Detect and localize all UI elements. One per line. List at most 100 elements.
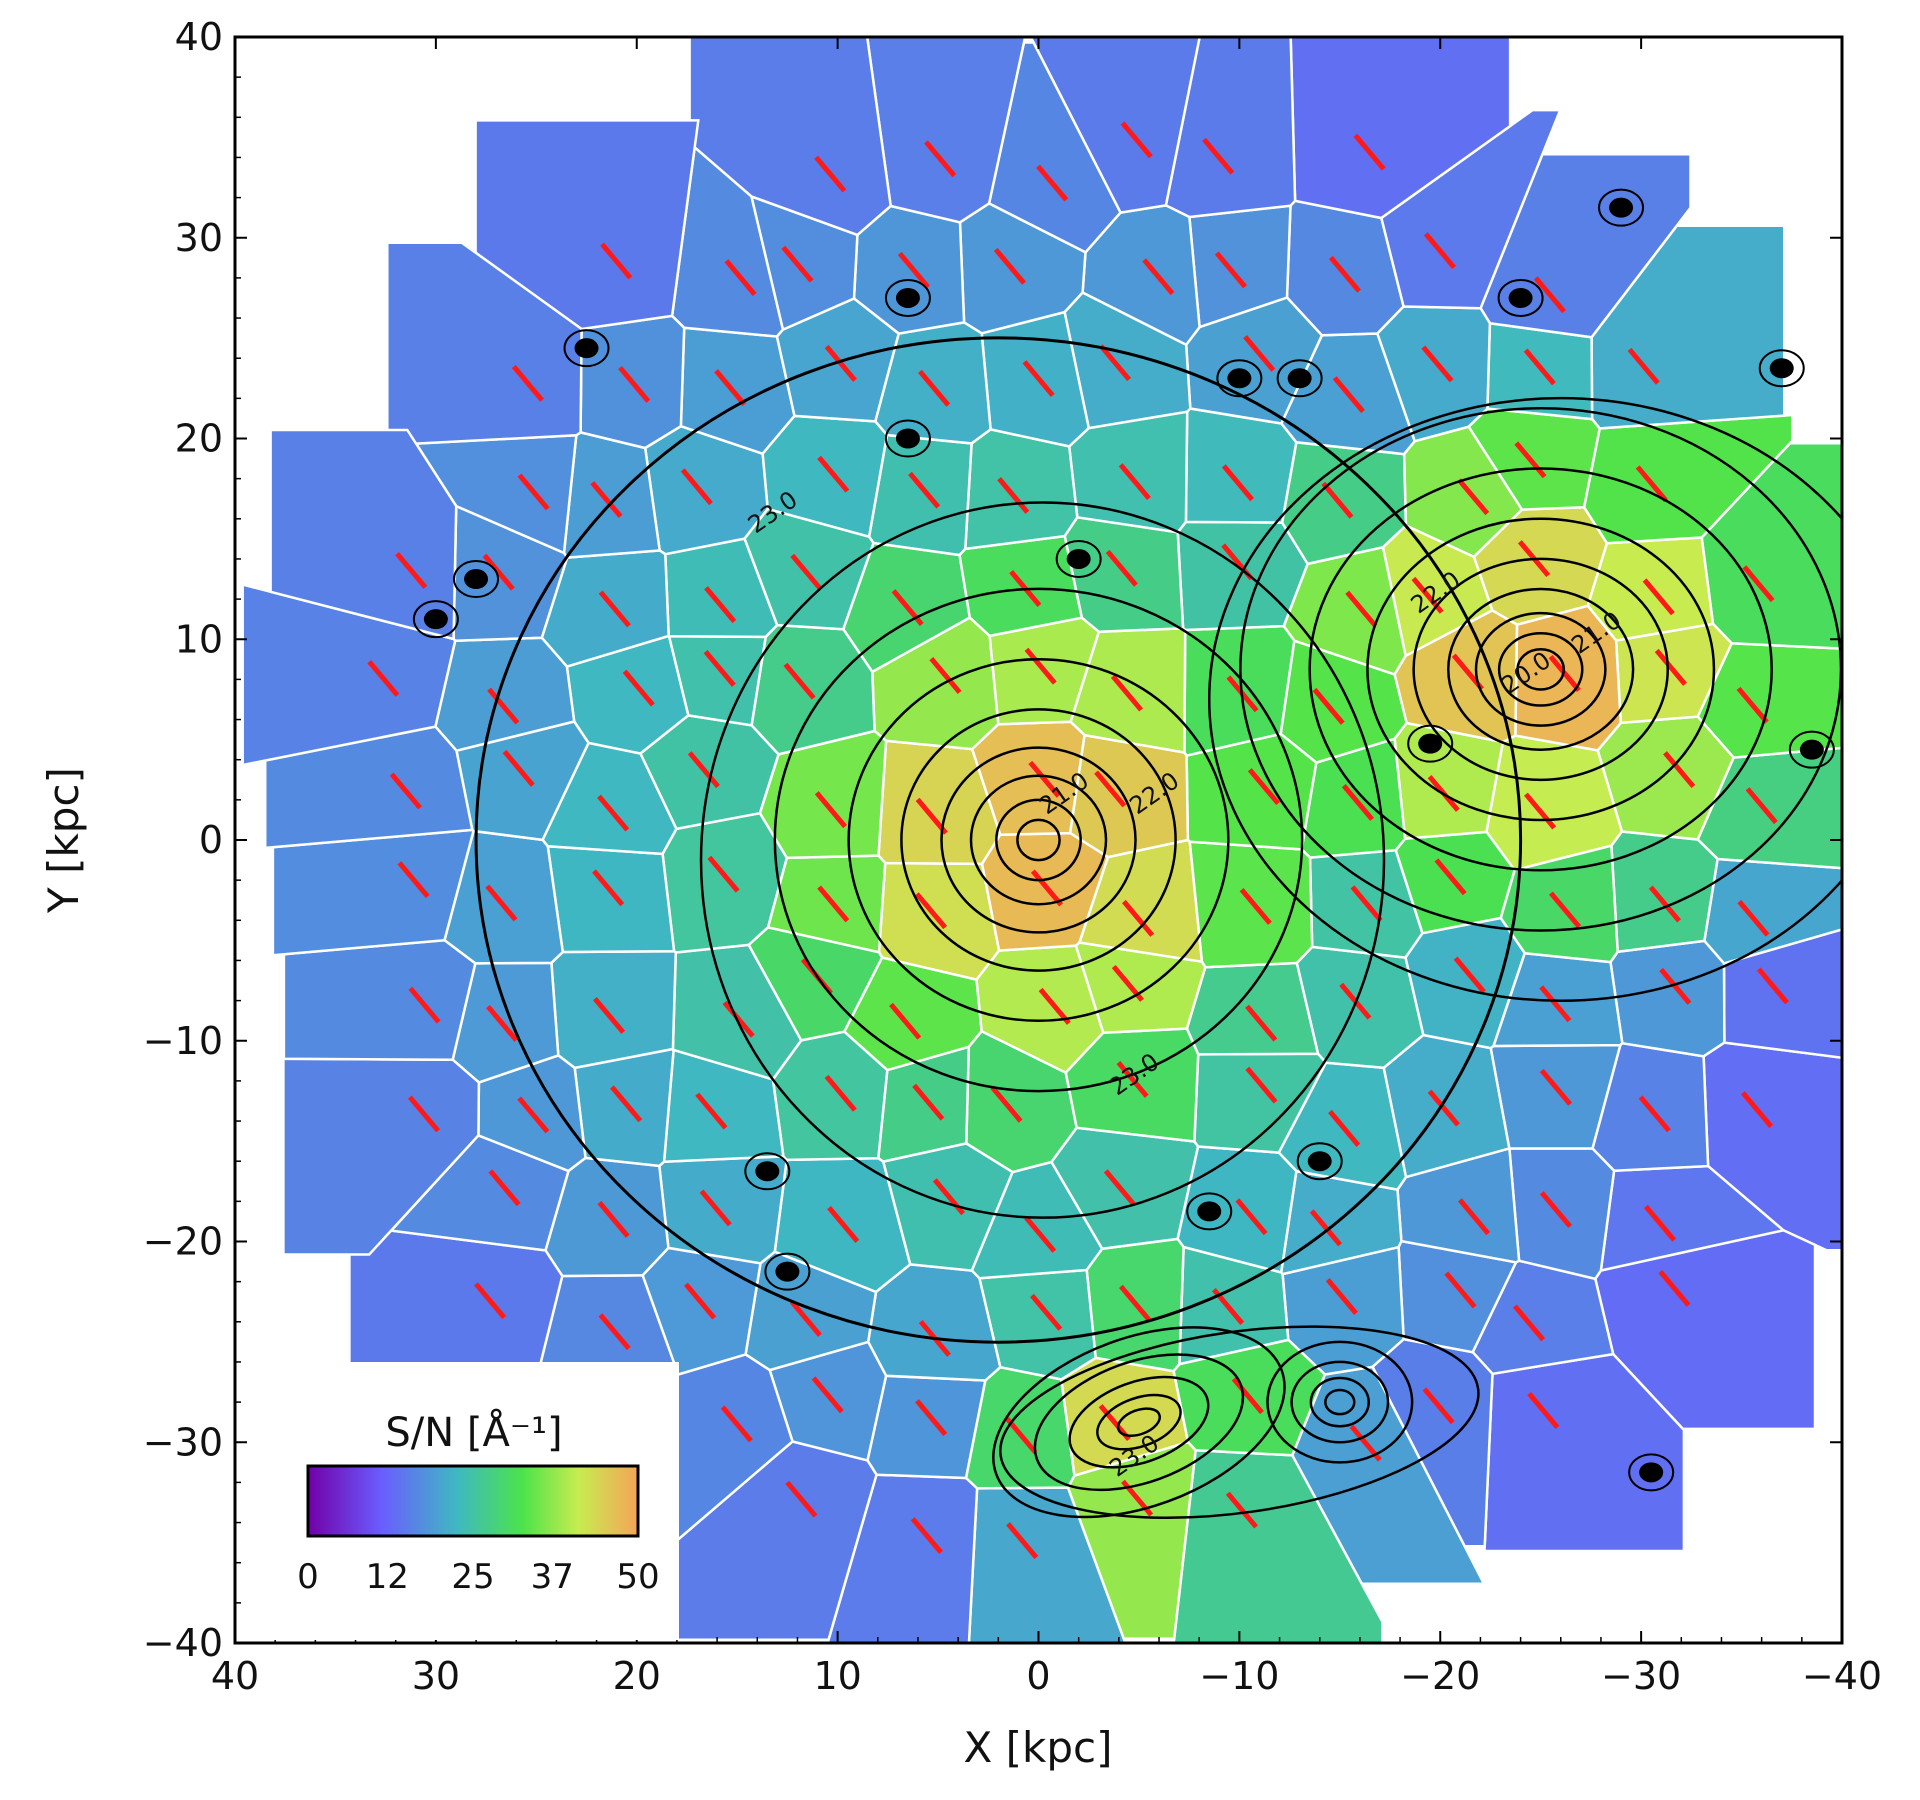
colorbar-title: S/N [Å⁻¹]: [385, 1408, 562, 1456]
orientation-stick: [598, 1313, 631, 1351]
orientation-stick: [1028, 760, 1061, 798]
y-tick-label: −30: [143, 1420, 223, 1464]
orientation-stick: [389, 772, 422, 810]
orientation-stick: [1202, 137, 1235, 175]
orientation-stick: [827, 1206, 860, 1243]
orientation-stick: [1514, 441, 1547, 479]
colorbar-tick-label: 37: [531, 1557, 574, 1597]
orientation-sticks: [367, 121, 1789, 1560]
voronoi-cell: [1393, 721, 1505, 840]
orientation-stick: [1512, 1304, 1546, 1342]
voronoi-cell: [1609, 939, 1726, 1058]
orientation-stick: [789, 1299, 822, 1337]
orientation-stick: [1539, 1191, 1573, 1229]
contour-galaxy-east: [1474, 611, 1607, 727]
orientation-stick: [1332, 376, 1365, 414]
orientation-stick: [724, 259, 757, 297]
orientation-stick: [1353, 133, 1386, 171]
orientation-stick: [785, 1480, 818, 1518]
orientation-stick: [1118, 463, 1151, 501]
orientation-stick: [622, 669, 655, 707]
orientation-stick: [889, 1002, 922, 1040]
voronoi-cells: [241, 37, 1842, 1643]
contour-galaxy-main: [940, 746, 1137, 934]
orientation-stick: [918, 369, 951, 407]
compact-source-contour: [412, 600, 459, 639]
orientation-stick: [1231, 1377, 1264, 1415]
compact-source: [1799, 739, 1824, 760]
compact-source: [1197, 1201, 1222, 1222]
colorbar-tick-label: 0: [297, 1557, 319, 1597]
colorbar-tick-label: 50: [616, 1557, 659, 1597]
orientation-stick: [1103, 1169, 1136, 1207]
orientation-stick: [1427, 1089, 1460, 1127]
voronoi-cell: [269, 428, 458, 641]
x-tick-label: 20: [613, 1654, 661, 1698]
contour-galaxy-southeast: [1266, 1340, 1414, 1464]
compact-source: [1639, 1462, 1664, 1483]
compact-source-contour: [453, 560, 500, 599]
orientation-stick: [597, 1200, 630, 1238]
compact-source-contour: [884, 278, 931, 317]
orientation-stick: [912, 1083, 945, 1121]
orientation-stick: [924, 140, 957, 178]
orientation-stick: [684, 1282, 717, 1320]
orientation-stick: [1030, 1293, 1063, 1331]
orientation-stick: [914, 892, 948, 930]
orientation-stick: [1523, 348, 1556, 386]
contour-galaxy-southeast: [1309, 1376, 1370, 1428]
compact-source-contour: [764, 1252, 811, 1291]
contour-galaxy-southeast: [1324, 1388, 1356, 1416]
compact-source: [775, 1261, 800, 1282]
x-tick-label: 10: [813, 1654, 861, 1698]
orientation-stick: [408, 986, 441, 1024]
x-tick-label: −10: [1199, 1654, 1279, 1698]
orientation-stick: [1243, 334, 1276, 372]
contour-south-pair-outer: [999, 1325, 1480, 1520]
orientation-stick: [1245, 1004, 1278, 1042]
orientation-stick: [485, 884, 518, 922]
orientation-stick: [1221, 464, 1254, 502]
orientation-stick: [817, 885, 850, 923]
orientation-stick: [1539, 985, 1572, 1023]
contour-galaxy-east: [1516, 648, 1566, 691]
orientation-stick: [1121, 899, 1155, 937]
orientation-stick: [680, 468, 713, 506]
orientation-stick: [1457, 1198, 1491, 1236]
orientation-stick: [1643, 1204, 1677, 1242]
contour-galaxy-east: [1497, 631, 1584, 707]
contour-galaxy-east-outer: [1208, 397, 1842, 1002]
colorbar-ticks: 0 12 25 37 50: [297, 1557, 659, 1597]
orientation-stick: [1247, 768, 1281, 806]
x-axis-title: X [kpc]: [964, 1723, 1113, 1772]
y-tick-label: 30: [175, 216, 223, 260]
x-tick-label: 30: [412, 1654, 460, 1698]
orientation-stick: [1523, 792, 1557, 830]
contour-galaxy-south: [1116, 1407, 1161, 1437]
orientation-stick: [707, 855, 740, 893]
voronoi-cell: [282, 938, 477, 1061]
compact-source: [423, 609, 448, 630]
contour-galaxy-main-outer: [699, 501, 1386, 1219]
orientation-stick: [1142, 258, 1175, 296]
orientation-stick: [1006, 1522, 1039, 1560]
orientation-stick: [600, 242, 633, 280]
orientation-stick: [1110, 674, 1144, 712]
compact-source-contour: [884, 419, 931, 458]
y-axis-ticks: 40 30 20 10 0 −10 −20 −30 −40: [143, 15, 1842, 1665]
orientation-stick: [1245, 1066, 1278, 1104]
y-tick-label: −20: [143, 1220, 223, 1264]
compact-source: [1287, 368, 1312, 389]
orientation-stick: [1742, 565, 1775, 603]
x-tick-label: 40: [211, 1654, 259, 1698]
compact-source-contour: [744, 1152, 791, 1191]
orientation-stick: [824, 1074, 857, 1112]
compact-source-contour: [1788, 730, 1835, 769]
orientation-stick: [1105, 549, 1138, 587]
orientation-stick: [891, 589, 924, 627]
y-tick-label: 40: [175, 15, 223, 59]
compact-source: [464, 569, 489, 590]
orientation-stick: [610, 1085, 643, 1123]
contour-galaxy-main: [773, 587, 1304, 1093]
compact-source-contour: [1758, 349, 1805, 388]
